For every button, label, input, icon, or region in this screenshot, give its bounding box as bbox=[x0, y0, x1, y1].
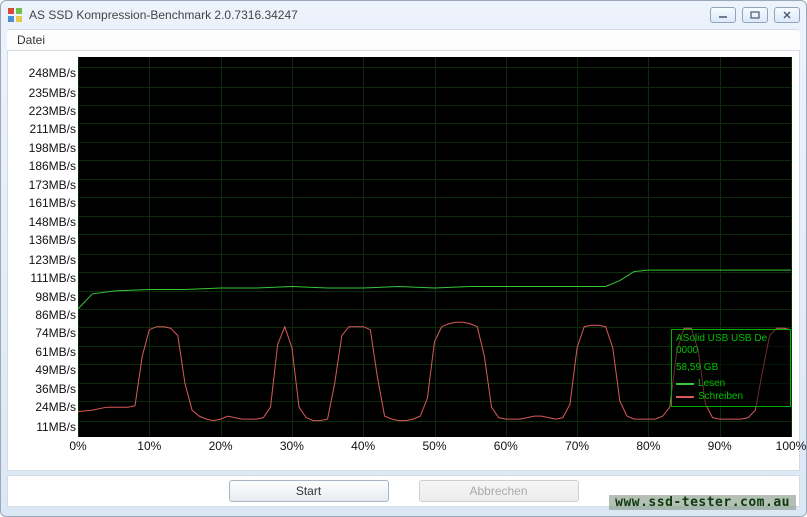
menubar: Datei bbox=[7, 29, 800, 51]
legend-device-2: 0000 bbox=[676, 345, 786, 358]
legend-device: ASolid USB USB De bbox=[676, 333, 786, 346]
y-tick-label: 235MB/s bbox=[29, 86, 76, 100]
y-tick-label: 61MB/s bbox=[35, 345, 76, 359]
y-tick-label: 148MB/s bbox=[29, 215, 76, 229]
x-tick-label: 80% bbox=[636, 439, 660, 453]
y-tick-label: 248MB/s bbox=[29, 66, 76, 80]
titlebar: AS SSD Kompression-Benchmark 2.0.7316.34… bbox=[1, 1, 806, 29]
chart-panel: 11MB/s 24MB/s 36MB/s 49MB/s 61MB/s 74MB/s 86MB… bbox=[7, 51, 800, 471]
y-tick-label: 86MB/s bbox=[35, 308, 76, 322]
minimize-button[interactable] bbox=[710, 7, 736, 23]
x-tick-label: 0% bbox=[69, 439, 86, 453]
legend-read-label: Lesen bbox=[698, 378, 725, 391]
chart-area: ASolid USB USB De 0000 58,59 GB Lesen Sc… bbox=[78, 57, 791, 437]
x-tick-label: 50% bbox=[422, 439, 446, 453]
y-tick-label: 136MB/s bbox=[29, 233, 76, 247]
start-button[interactable]: Start bbox=[229, 480, 389, 502]
legend-swatch-write bbox=[676, 396, 694, 398]
y-tick-label: 173MB/s bbox=[29, 178, 76, 192]
x-tick-label: 20% bbox=[209, 439, 233, 453]
legend-write-label: Schreiben bbox=[698, 391, 743, 404]
y-tick-label: 223MB/s bbox=[29, 104, 76, 118]
x-tick-label: 30% bbox=[280, 439, 304, 453]
x-tick-label: 10% bbox=[137, 439, 161, 453]
x-tick-label: 60% bbox=[494, 439, 518, 453]
window-controls bbox=[710, 7, 800, 23]
x-tick-label: 90% bbox=[708, 439, 732, 453]
y-tick-label: 123MB/s bbox=[29, 253, 76, 267]
y-tick-label: 74MB/s bbox=[35, 326, 76, 340]
y-tick-label: 98MB/s bbox=[35, 290, 76, 304]
x-tick-label: 40% bbox=[351, 439, 375, 453]
app-icon bbox=[7, 7, 23, 23]
y-tick-label: 161MB/s bbox=[29, 196, 76, 210]
legend-box: ASolid USB USB De 0000 58,59 GB Lesen Sc… bbox=[671, 329, 791, 408]
watermark: www.ssd-tester.com.au bbox=[609, 495, 796, 510]
y-tick-label: 24MB/s bbox=[35, 400, 76, 414]
legend-size: 58,59 GB bbox=[676, 362, 786, 375]
y-tick-label: 11MB/s bbox=[36, 420, 76, 434]
x-tick-label: 70% bbox=[565, 439, 589, 453]
close-button[interactable] bbox=[774, 7, 800, 23]
menu-file[interactable]: Datei bbox=[17, 33, 45, 47]
y-axis-labels: 11MB/s 24MB/s 36MB/s 49MB/s 61MB/s 74MB/s 86MB… bbox=[14, 57, 76, 437]
x-tick-label: 100% bbox=[776, 439, 807, 453]
y-tick-label: 36MB/s bbox=[35, 382, 76, 396]
y-tick-label: 211MB/s bbox=[30, 122, 76, 136]
app-window: AS SSD Kompression-Benchmark 2.0.7316.34… bbox=[0, 0, 807, 517]
window-title: AS SSD Kompression-Benchmark 2.0.7316.34… bbox=[29, 8, 298, 22]
y-tick-label: 111MB/s bbox=[30, 271, 76, 285]
maximize-button[interactable] bbox=[742, 7, 768, 23]
y-tick-label: 49MB/s bbox=[35, 363, 76, 377]
y-tick-label: 186MB/s bbox=[29, 159, 76, 173]
x-axis-labels: 0%10%20%30%40%50%60%70%80%90%100% bbox=[78, 439, 791, 457]
y-tick-label: 198MB/s bbox=[29, 141, 76, 155]
cancel-button: Abbrechen bbox=[419, 480, 579, 502]
legend-write: Schreiben bbox=[676, 391, 786, 404]
legend-read: Lesen bbox=[676, 378, 786, 391]
legend-swatch-read bbox=[676, 383, 694, 385]
